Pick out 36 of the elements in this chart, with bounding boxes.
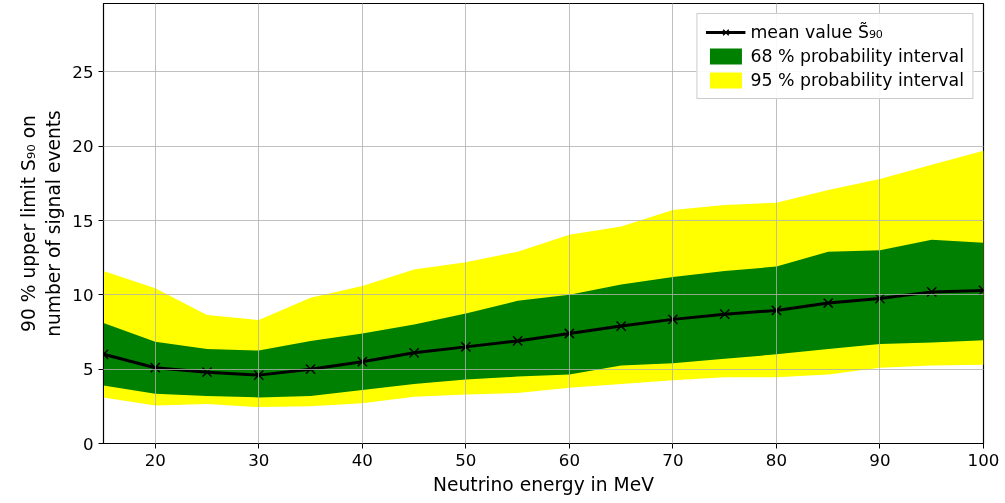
y-axis-title: 90 % upper limit S₉₀ on number of signal events: [18, 110, 65, 337]
y-tick-label: 25: [72, 62, 94, 82]
x-tick-label: 20: [144, 450, 166, 470]
x-tick-label: 100: [967, 450, 1000, 470]
point: [822, 297, 834, 309]
y-tick-label: 10: [72, 285, 94, 305]
point: [874, 293, 886, 304]
y-tick-label: 15: [72, 211, 94, 231]
x-axis-title: Neutrino energy in MeV: [433, 473, 655, 495]
legend-label: mean value S̃₉₀: [750, 22, 883, 42]
point: [667, 314, 679, 325]
legend-label: 95 % probability interval: [750, 70, 964, 90]
x-tick-label: 40: [351, 450, 373, 470]
x-tick-label: 90: [869, 450, 891, 470]
x-tick-label: 70: [662, 450, 684, 470]
point: [771, 305, 782, 316]
point: [460, 341, 472, 353]
x-tick-label: 60: [558, 450, 580, 470]
point: [926, 286, 938, 298]
x-tick-label: 80: [765, 450, 788, 470]
legend-label: 68 % probability interval: [750, 46, 964, 66]
y-tick-label: 5: [82, 360, 94, 380]
point: [356, 356, 368, 368]
point: [201, 366, 213, 378]
point: [512, 335, 523, 347]
x-tick-label: 50: [455, 450, 477, 470]
point: [408, 347, 420, 359]
point: [149, 362, 161, 374]
point: [564, 328, 575, 339]
point: [719, 308, 731, 320]
y-tick-label: 20: [72, 137, 94, 157]
point: [615, 320, 627, 332]
point: [305, 363, 316, 375]
y-tick-label: 0: [82, 434, 94, 454]
point: [253, 369, 265, 381]
x-tick-label: 30: [248, 450, 270, 470]
